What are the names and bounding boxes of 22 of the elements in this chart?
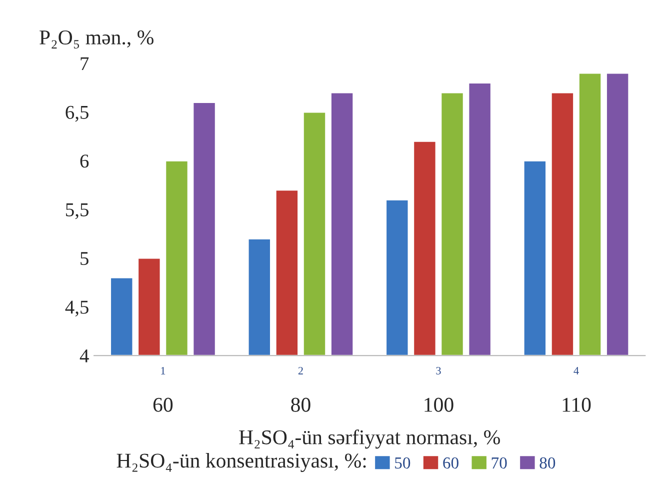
legend-label: 60	[443, 457, 458, 469]
y-tick-label: 4	[80, 349, 89, 362]
y-tick-label: 6	[80, 154, 89, 168]
x-tick-label: 3	[436, 366, 441, 374]
legend-label: 70	[492, 457, 507, 469]
text: 80	[291, 398, 310, 412]
legend-label: 50	[395, 457, 410, 469]
x-tick-label: 2	[298, 366, 303, 374]
y-axis-title: P₂O₅ mən., %	[40, 30, 154, 49]
y-tick-label: 6,5	[66, 106, 88, 122]
y-tick-label: 7	[80, 57, 89, 70]
legend-label: 80	[540, 457, 556, 469]
text: 60	[153, 398, 173, 412]
x-tick-label: 1	[161, 366, 166, 374]
text: 100	[424, 398, 454, 412]
y-tick-label: 5,5	[66, 203, 88, 220]
legend-title: H₂SO₄-ün konsentrasiyası, %:	[116, 453, 366, 472]
y-tick-label: 4,5	[65, 300, 88, 317]
text: 110	[562, 398, 591, 412]
x-tick-label: 4	[574, 367, 579, 374]
x-axis-title: H₂SO₄-ün sərfiyyat norması, %	[239, 429, 500, 449]
y-tick-label: 5	[80, 252, 88, 266]
